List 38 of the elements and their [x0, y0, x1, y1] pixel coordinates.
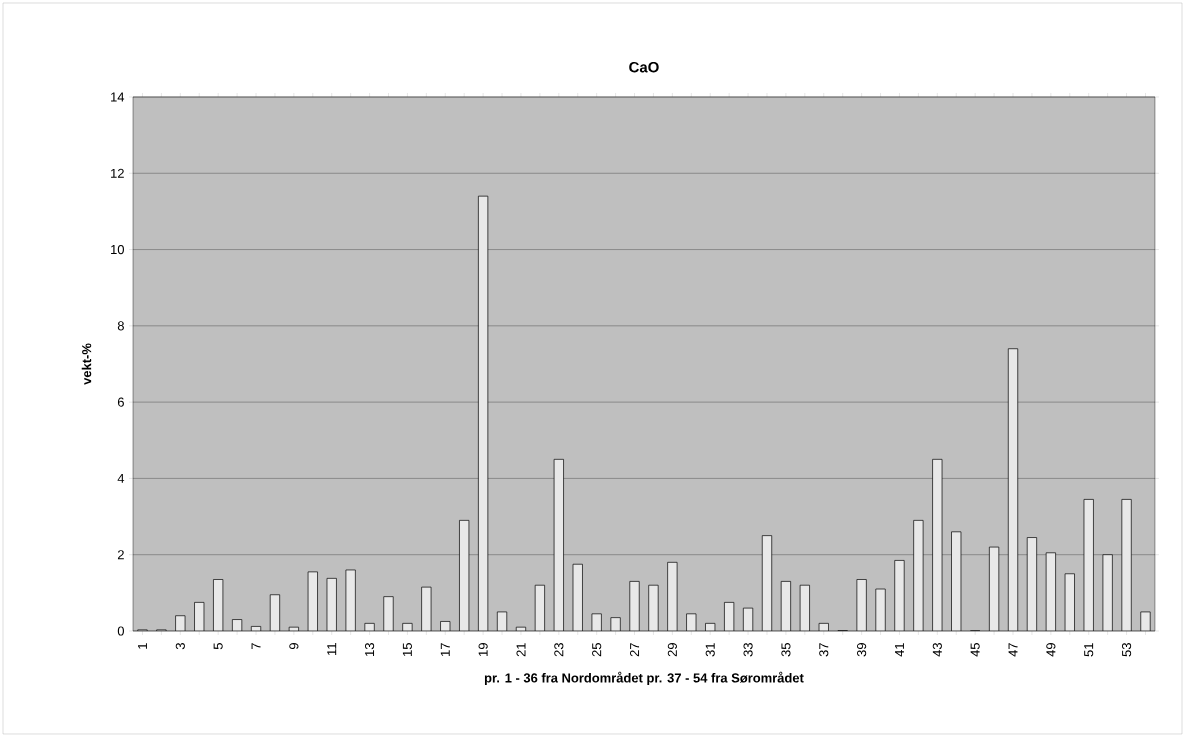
x-tick-label: 29 [667, 643, 677, 657]
x-tick-label: 21 [516, 643, 526, 657]
x-tick-label: 7 [251, 643, 261, 650]
y-tick-label: 2 [117, 550, 124, 560]
x-tick-label: 35 [781, 643, 791, 657]
x-tick-label: 51 [1084, 643, 1094, 657]
x-tick-label: 3 [175, 643, 185, 650]
y-tick-label: 12 [111, 168, 124, 178]
x-tick-label: 11 [327, 643, 337, 655]
y-tick-label: 8 [117, 321, 124, 331]
chart-title: CaO [629, 61, 659, 73]
x-tick-label: 47 [1008, 643, 1018, 657]
x-tick-label: 41 [895, 643, 904, 657]
x-tick-label: 31 [705, 643, 715, 657]
x-tick-label: 39 [857, 643, 867, 657]
x-tick-label: 17 [440, 643, 450, 656]
x-tick-label: 1 [138, 643, 147, 649]
y-tick-label: 14 [111, 92, 125, 102]
x-tick-label: 9 [289, 643, 299, 650]
x-tick-label: 19 [478, 643, 488, 656]
x-tick-label: 37 [819, 643, 829, 657]
x-axis-title: pr. 1 - 36 fra Nordområdet pr. 37 - 54 fra Sørområdet [484, 671, 804, 686]
y-tick-label: 10 [111, 244, 124, 255]
x-tick-label: 25 [592, 643, 602, 657]
x-tick-label: 15 [402, 643, 412, 656]
x-tick-label: 49 [1046, 643, 1056, 657]
x-tick-label: 27 [629, 643, 640, 657]
y-tick-label: 4 [117, 473, 125, 483]
y-axis-title: vekt-% [81, 343, 92, 385]
y-tick-label: 0 [117, 626, 124, 636]
x-tick-label: 33 [743, 643, 753, 657]
x-tick-label: 13 [364, 643, 375, 656]
x-tick-label: 23 [554, 643, 564, 657]
x-tick-label: 53 [1121, 643, 1132, 657]
x-tick-label: 43 [932, 643, 942, 657]
y-tick-label: 6 [117, 397, 124, 407]
x-tick-label: 45 [970, 643, 980, 657]
x-tick-label: 5 [213, 643, 223, 650]
